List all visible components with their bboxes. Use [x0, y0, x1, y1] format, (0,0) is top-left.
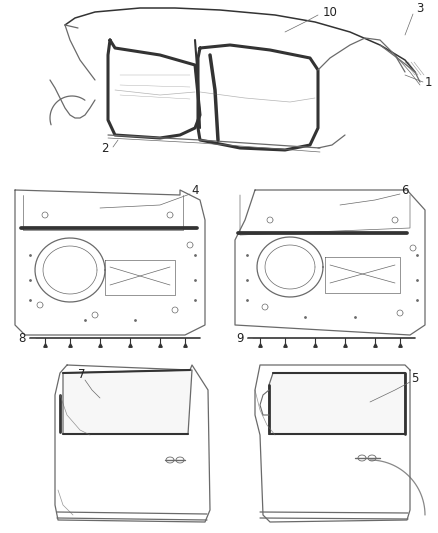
- Polygon shape: [63, 370, 192, 434]
- Text: 6: 6: [401, 183, 409, 197]
- Text: 7: 7: [78, 368, 86, 382]
- Text: 8: 8: [18, 332, 26, 344]
- Text: 10: 10: [322, 5, 337, 19]
- Text: 3: 3: [416, 2, 424, 14]
- Text: 4: 4: [191, 183, 199, 197]
- Text: 2: 2: [101, 141, 109, 155]
- Text: 5: 5: [411, 372, 419, 384]
- Text: 1: 1: [424, 76, 432, 88]
- Polygon shape: [269, 373, 405, 434]
- Text: 9: 9: [236, 332, 244, 344]
